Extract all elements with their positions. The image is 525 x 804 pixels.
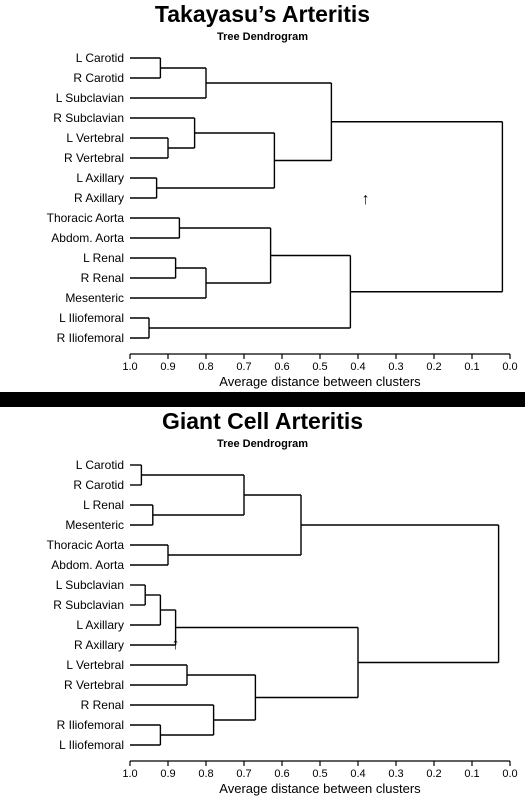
leaf-label: Thoracic Aorta [47, 211, 125, 225]
leaf-label: L Vertebral [66, 658, 124, 672]
leaf-label: Abdom. Aorta [51, 231, 124, 245]
leaf-label: R Subclavian [53, 111, 124, 125]
leaf-label: R Axillary [74, 638, 124, 652]
x-tick-label: 0.0 [502, 361, 517, 373]
x-tick-label: 0.1 [464, 361, 479, 373]
leaf-label: L Axillary [76, 618, 124, 632]
x-tick-label: 0.5 [312, 768, 327, 780]
x-tick-label: 0.7 [236, 768, 251, 780]
leaf-label: R Iliofemoral [57, 331, 124, 345]
leaf-label: L Renal [83, 251, 124, 265]
panel-divider [0, 392, 525, 407]
leaf-label: R Vertebral [64, 678, 124, 692]
x-tick-label: 0.6 [274, 361, 289, 373]
x-tick-label: 1.0 [122, 768, 137, 780]
leaf-label: R Axillary [74, 191, 124, 205]
x-tick-label: 0.5 [312, 361, 327, 373]
x-axis-label: Average distance between clusters [219, 374, 421, 389]
x-tick-label: 0.1 [464, 768, 479, 780]
takayasu-panel: Takayasu’s Arteritis Tree Dendrogram L Car… [0, 0, 525, 392]
x-tick-label: 0.2 [426, 768, 441, 780]
x-tick-label: 1.0 [122, 361, 137, 373]
arrow-marker: ↑ [362, 191, 370, 208]
gca-panel: Giant Cell Arteritis Tree Dendrogram L Car… [0, 407, 525, 799]
x-tick-label: 0.6 [274, 768, 289, 780]
leaf-label: L Carotid [76, 458, 124, 472]
leaf-label: Abdom. Aorta [51, 558, 124, 572]
leaf-label: L Vertebral [66, 131, 124, 145]
leaf-label: L Renal [83, 498, 124, 512]
x-tick-label: 0.4 [350, 361, 365, 373]
leaf-label: R Carotid [73, 478, 124, 492]
x-tick-label: 0.2 [426, 361, 441, 373]
panel-subtitle: Tree Dendrogram [217, 31, 308, 43]
x-tick-label: 0.4 [350, 768, 365, 780]
leaf-label: Mesenteric [65, 291, 124, 305]
leaf-label: R Vertebral [64, 151, 124, 165]
x-tick-label: 0.3 [388, 361, 403, 373]
panel-title: Takayasu’s Arteritis [155, 1, 370, 27]
leaf-label: R Carotid [73, 71, 124, 85]
arrow-marker: ↑ [172, 636, 180, 653]
leaf-label: L Axillary [76, 171, 124, 185]
leaf-label: R Renal [81, 271, 124, 285]
leaf-label: Thoracic Aorta [47, 538, 125, 552]
leaf-label: Mesenteric [65, 518, 124, 532]
x-tick-label: 0.8 [198, 361, 213, 373]
x-tick-label: 0.0 [502, 768, 517, 780]
leaf-label: R Renal [81, 698, 124, 712]
leaf-label: L Iliofemoral [59, 738, 124, 752]
panel-title: Giant Cell Arteritis [162, 408, 363, 434]
leaf-label: L Iliofemoral [59, 311, 124, 325]
leaf-label: L Carotid [76, 51, 124, 65]
x-axis-label: Average distance between clusters [219, 781, 421, 796]
leaf-label: L Subclavian [56, 91, 124, 105]
x-tick-label: 0.9 [160, 768, 175, 780]
x-tick-label: 0.3 [388, 768, 403, 780]
x-tick-label: 0.8 [198, 768, 213, 780]
leaf-label: R Iliofemoral [57, 718, 124, 732]
x-tick-label: 0.7 [236, 361, 251, 373]
x-tick-label: 0.9 [160, 361, 175, 373]
leaf-label: L Subclavian [56, 578, 124, 592]
panel-subtitle: Tree Dendrogram [217, 438, 308, 450]
leaf-label: R Subclavian [53, 598, 124, 612]
